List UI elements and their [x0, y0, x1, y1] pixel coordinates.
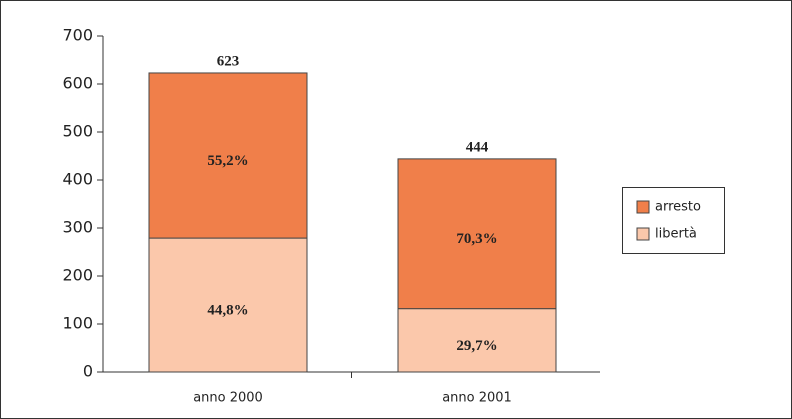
y-tick-label: 200 — [62, 266, 93, 285]
percent-label: 55,2% — [207, 153, 248, 169]
x-tick-label: anno 2000 — [193, 391, 263, 406]
total-label: 623 — [217, 53, 240, 69]
percent-label: 29,7% — [456, 338, 497, 354]
bar-segment — [397, 158, 557, 310]
percent-label: 70,3% — [456, 231, 497, 247]
y-tick-label: 700 — [62, 26, 93, 45]
bar-segment — [148, 72, 308, 239]
y-tick-label: 500 — [62, 122, 93, 141]
bar-segment — [148, 237, 308, 373]
y-tick-label: 400 — [62, 170, 93, 189]
legend-swatch — [636, 227, 650, 241]
legend-label: arresto — [655, 200, 701, 215]
bar-segment — [397, 308, 557, 373]
legend-swatch — [636, 200, 650, 214]
x-tick-label: anno 2001 — [442, 391, 512, 406]
legend-box — [622, 187, 725, 254]
y-tick-label: 300 — [62, 218, 93, 237]
y-tick-label: 600 — [62, 74, 93, 93]
total-label: 444 — [466, 139, 489, 155]
legend-label: libertà — [655, 227, 697, 242]
y-tick-label: 100 — [62, 314, 93, 333]
y-tick-label: 0 — [83, 362, 93, 381]
percent-label: 44,8% — [207, 302, 248, 318]
